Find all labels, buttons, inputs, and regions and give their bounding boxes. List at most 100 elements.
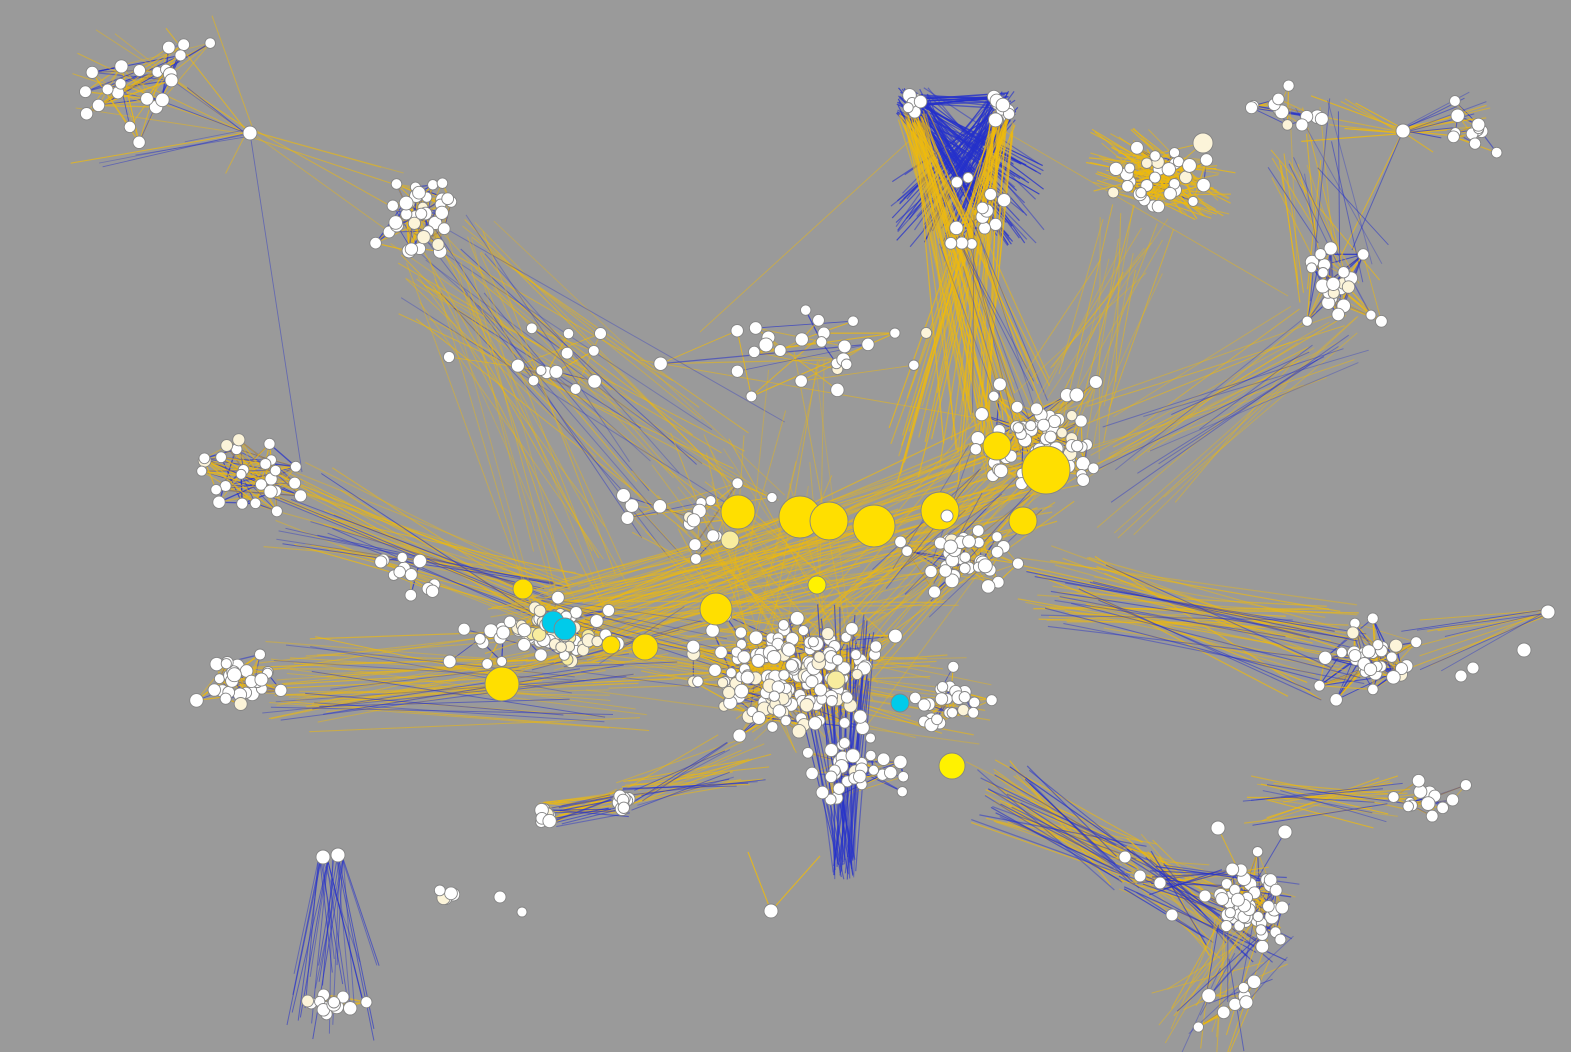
graph-edge — [314, 702, 605, 723]
graph-node — [1450, 108, 1465, 123]
graph-edge — [1216, 914, 1226, 1052]
graph-node — [1326, 276, 1341, 291]
graph-edge — [755, 320, 854, 329]
graph-node — [207, 683, 221, 697]
graph-edge — [305, 461, 572, 595]
graph-edge — [805, 441, 1053, 640]
graph-node — [766, 721, 779, 733]
graph-edge — [1163, 332, 1358, 498]
graph-edge — [1088, 556, 1340, 629]
graph-edge — [1398, 117, 1487, 130]
graph-edge — [934, 563, 1019, 593]
graph-edge — [540, 526, 859, 619]
graph-node — [431, 238, 445, 251]
graph-node — [1071, 439, 1084, 453]
graph-node — [457, 622, 471, 636]
graph-edge — [311, 671, 606, 718]
graph-node — [688, 538, 702, 552]
graph-node — [840, 358, 853, 371]
graph-node — [1187, 195, 1199, 207]
graph-edge — [999, 816, 1114, 869]
graph-node — [690, 553, 702, 565]
graph-edge — [1419, 614, 1545, 671]
graph-node — [1395, 662, 1408, 676]
graph-edge — [293, 861, 319, 974]
graph-edge — [1149, 362, 1359, 452]
graph-edge — [440, 293, 680, 554]
graph-edge — [256, 488, 549, 612]
graph-node — [785, 659, 798, 672]
graph-edge — [1137, 346, 1339, 474]
graph-node — [722, 685, 736, 700]
graph-node — [386, 199, 399, 212]
graph-edge — [1096, 352, 1301, 529]
graph-node — [496, 655, 508, 667]
graph-node — [510, 358, 525, 373]
graph-node — [416, 230, 431, 245]
graph-edge — [1337, 111, 1341, 263]
graph-node — [1411, 773, 1426, 788]
graph-edge — [1098, 599, 1311, 691]
graph-node — [1446, 793, 1460, 807]
graph-node — [800, 304, 812, 316]
graph-edge — [750, 461, 797, 652]
graph-node — [1317, 267, 1329, 279]
graph-edge — [1064, 610, 1331, 642]
graph-edge — [1266, 784, 1409, 805]
graph-edge — [251, 691, 605, 717]
graph-edge — [543, 795, 606, 803]
graph-node — [717, 677, 729, 689]
graph-edge — [1229, 959, 1271, 1052]
graph-edge — [1043, 247, 1122, 396]
graph-node — [832, 782, 846, 795]
graph-node — [977, 558, 993, 574]
graph-edge — [551, 799, 611, 823]
graph-edge — [1286, 85, 1290, 125]
graph-edge — [955, 236, 1034, 392]
graph-node — [1220, 878, 1233, 890]
graph-edge — [1183, 963, 1288, 1011]
graph-node — [745, 390, 758, 403]
graph-edge — [904, 125, 972, 415]
graph-node — [780, 715, 792, 727]
graph-edge — [1117, 315, 1359, 539]
graph-edge — [75, 107, 253, 136]
graph-node — [415, 207, 428, 220]
graph-node — [1076, 473, 1090, 487]
graph-edge — [325, 859, 349, 1004]
graph-node — [601, 635, 621, 655]
graph-node — [620, 511, 635, 525]
graph-edge — [729, 410, 787, 608]
graph-edge — [1094, 131, 1204, 217]
graph-edge — [270, 658, 636, 710]
graph-node — [631, 633, 659, 661]
graph-edge — [330, 653, 630, 690]
graph-edge — [1142, 864, 1212, 943]
graph-node — [101, 83, 114, 96]
graph-edge — [1158, 914, 1251, 1026]
graph-edge — [425, 259, 703, 465]
graph-edge — [1327, 100, 1373, 265]
graph-edge — [1068, 384, 1305, 454]
graph-node — [1037, 418, 1051, 432]
graph-node — [140, 91, 154, 106]
graph-edge — [621, 771, 733, 788]
graph-node — [1306, 262, 1318, 274]
graph-node — [714, 645, 728, 659]
graph-node — [1313, 679, 1326, 692]
graph-node — [512, 578, 534, 600]
graph-node — [388, 215, 403, 230]
graph-node — [1255, 924, 1267, 936]
graph-edge — [1301, 107, 1351, 293]
graph-edge — [98, 71, 158, 106]
graph-edge — [1000, 803, 1132, 874]
graph-edge — [548, 491, 995, 621]
graph-edge — [286, 863, 321, 1026]
graph-node — [794, 332, 809, 347]
graph-node — [569, 606, 583, 619]
graph-edge — [196, 662, 228, 701]
graph-node — [330, 847, 346, 863]
graph-node — [441, 192, 455, 206]
graph-edge — [336, 851, 351, 1004]
graph-edge — [971, 819, 1135, 880]
